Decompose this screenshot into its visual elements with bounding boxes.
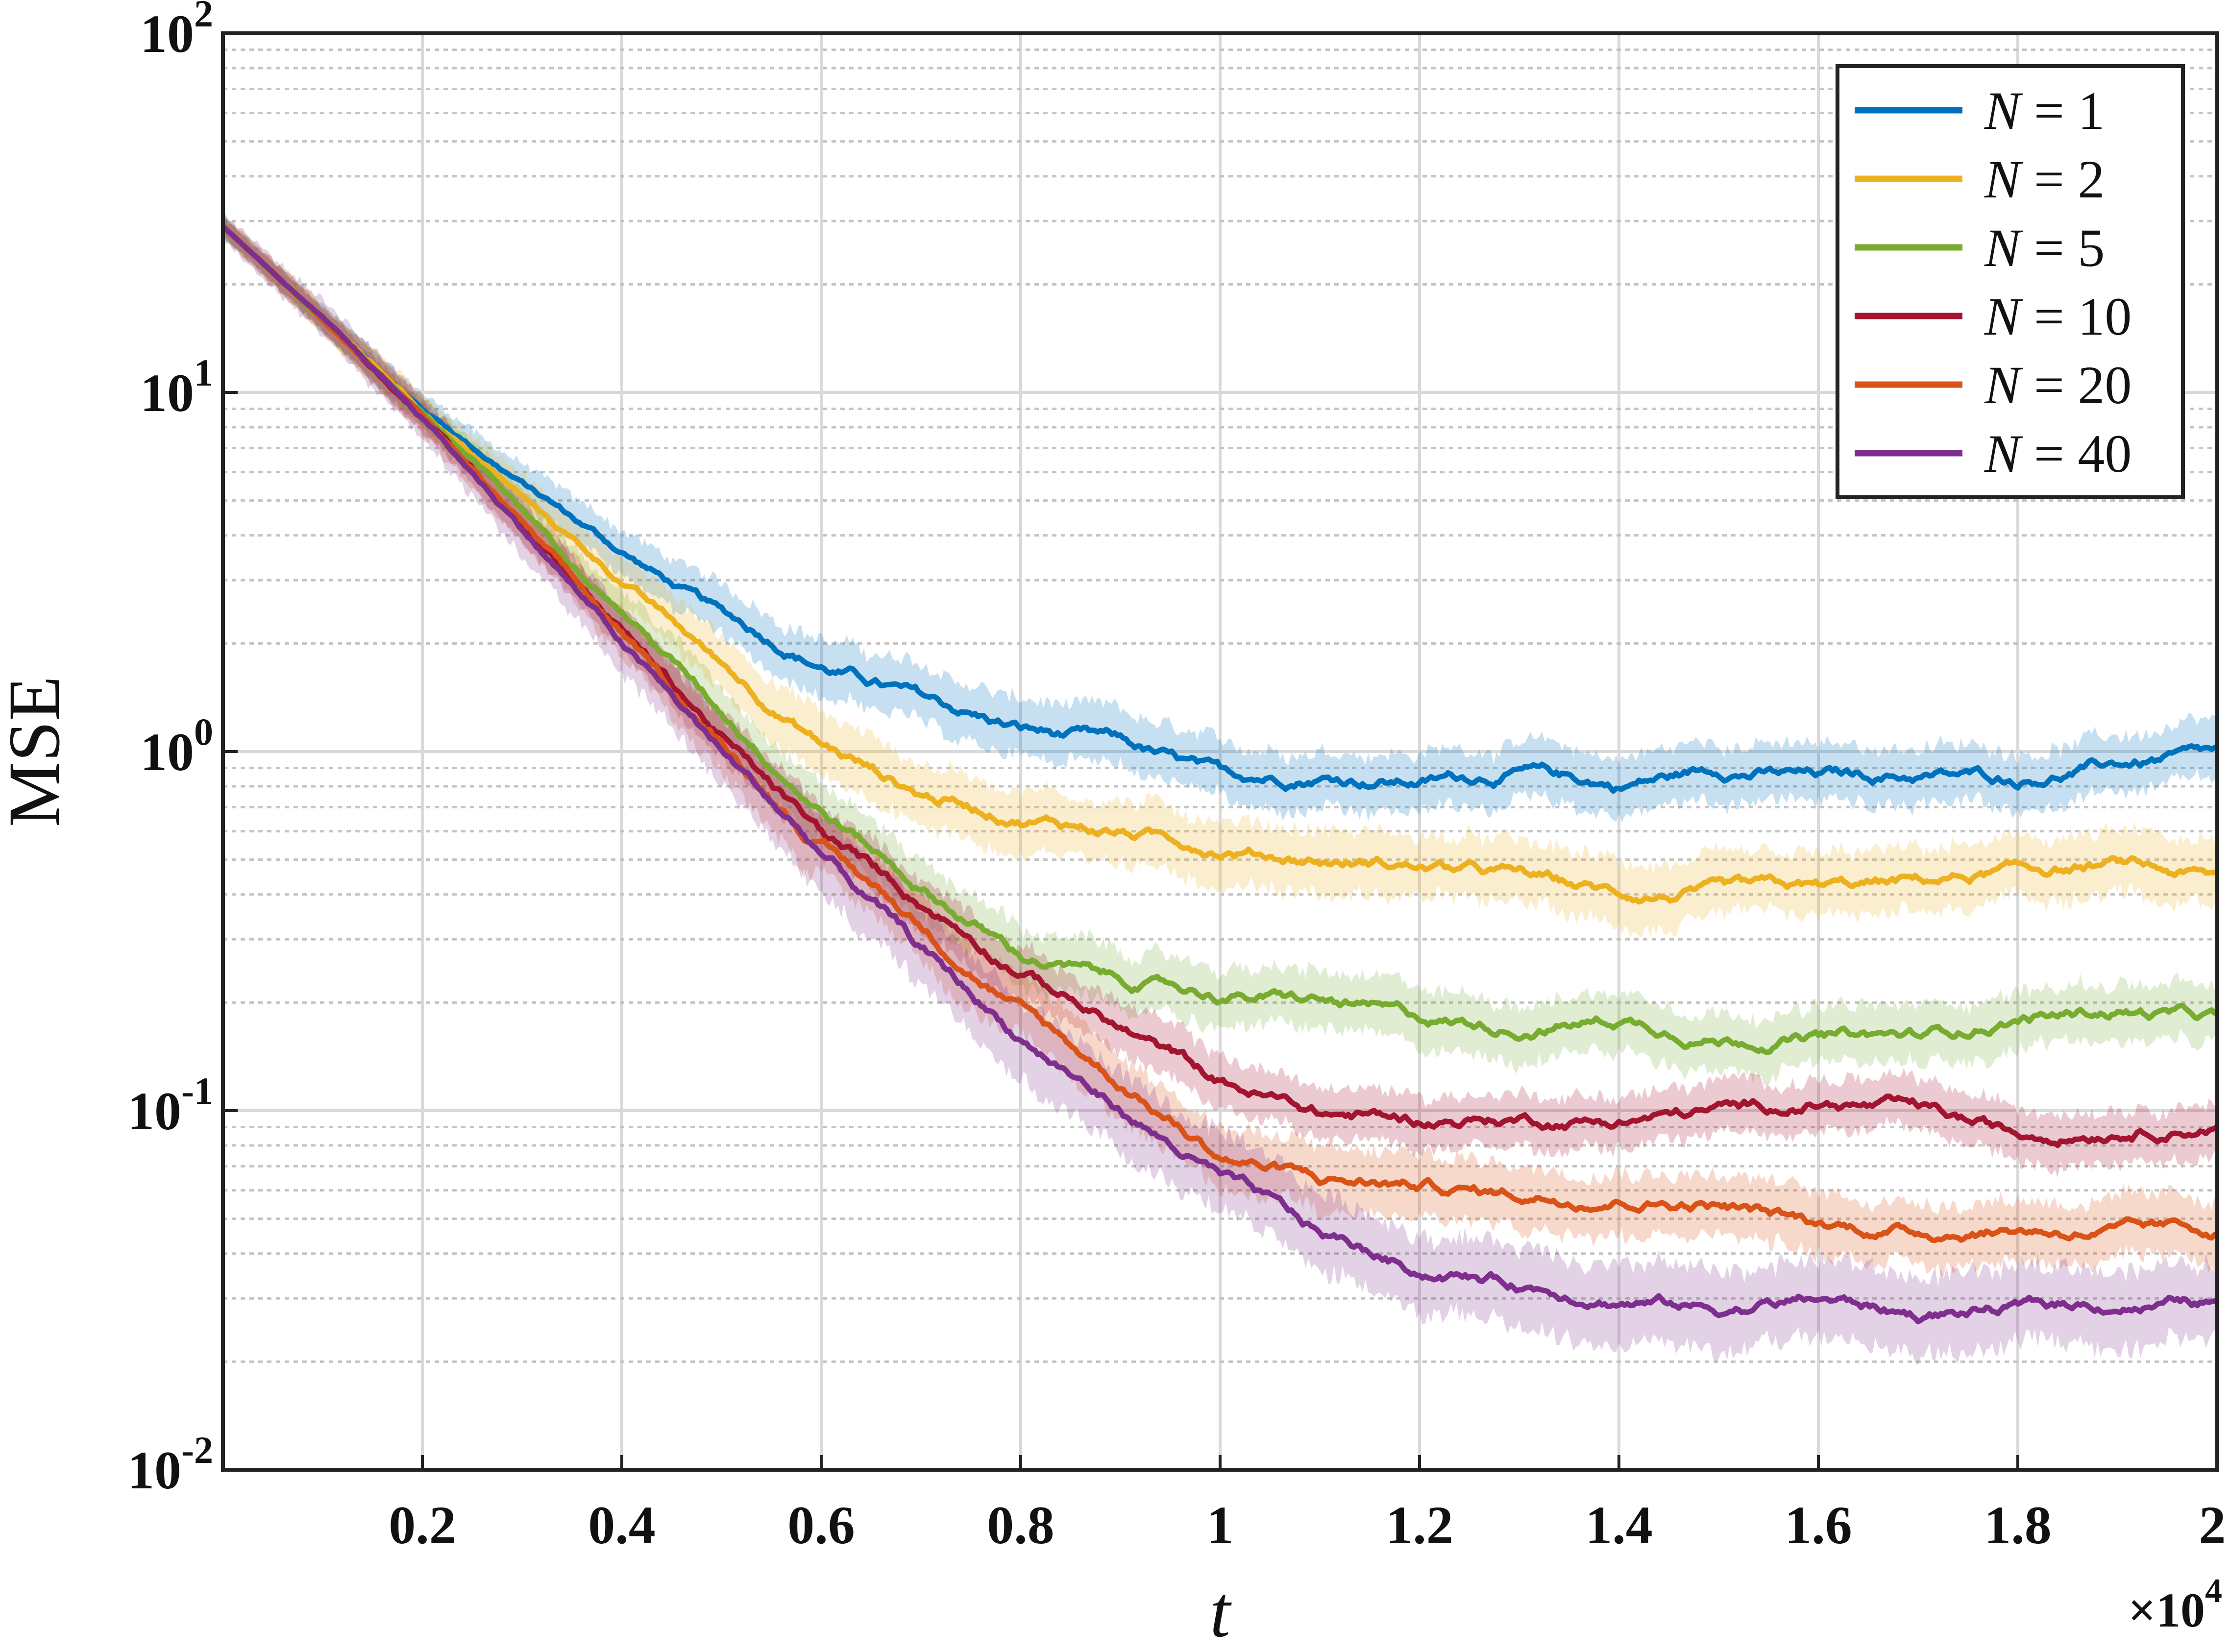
legend-label-variable: N: [1984, 355, 2034, 415]
legend-label: N = 40: [1984, 424, 2131, 484]
legend-item-series-6: N = 40: [1855, 424, 2131, 484]
x-tick-label: 0.8: [987, 1495, 1054, 1555]
y-tick-label: 101: [140, 351, 213, 423]
legend-label-variable: N: [1984, 287, 2034, 346]
y-tick-base: 10: [127, 1440, 181, 1500]
legend-label-variable: N: [1984, 149, 2034, 209]
y-tick-exponent: -2: [181, 1429, 213, 1471]
y-tick-label: 100: [140, 710, 213, 782]
line-series-4: [221, 224, 2219, 1148]
legend-item-series-5: N = 20: [1855, 355, 2131, 415]
legend: N = 1N = 2N = 5N = 10N = 20N = 40: [1836, 64, 2185, 499]
y-tick-label: 10-2: [127, 1429, 213, 1500]
y-tick-exponent: 0: [194, 710, 213, 753]
legend-item-series-1: N = 1: [1855, 81, 2105, 141]
y-tick-label: 102: [140, 0, 213, 64]
legend-item-series-3: N = 5: [1855, 218, 2105, 278]
legend-label: N = 10: [1984, 287, 2131, 346]
series-lines: [221, 224, 2219, 1325]
legend-label: N = 1: [1984, 81, 2105, 141]
x-axis-label: t: [1210, 1571, 1232, 1652]
x-axis-multiplier-exponent: 4: [2205, 1572, 2222, 1610]
line-series-1: [221, 224, 2219, 794]
y-tick-base: 10: [140, 4, 194, 64]
legend-label: N = 5: [1984, 218, 2105, 278]
legend-label-value: = 20: [2034, 355, 2132, 415]
x-tick-label: 0.2: [389, 1495, 456, 1555]
x-axis-multiplier-base: ×10: [2128, 1583, 2205, 1637]
band-series-3: [223, 218, 2217, 1086]
x-tick-label: 1.4: [1585, 1495, 1653, 1555]
y-axis-label: MSE: [0, 676, 75, 827]
legend-label-value: = 40: [2034, 424, 2132, 484]
x-tick-label: 0.4: [588, 1495, 656, 1555]
line-series-6: [221, 224, 2218, 1325]
y-tick-exponent: 1: [194, 351, 213, 394]
legend-box: [1836, 64, 2185, 499]
legend-label-variable: N: [1984, 424, 2034, 484]
x-tick-label: 1: [1207, 1495, 1234, 1555]
x-tick-label: 1.2: [1386, 1495, 1453, 1555]
line-series-3: [221, 224, 2219, 1055]
line-series-2: [221, 224, 2218, 905]
legend-label-value: = 10: [2034, 287, 2132, 346]
legend-label-value: = 5: [2034, 218, 2105, 278]
legend-label-value: = 2: [2034, 149, 2105, 209]
x-tick-label: 1.6: [1785, 1495, 1852, 1555]
legend-label-variable: N: [1984, 218, 2034, 278]
y-tick-exponent: 2: [194, 0, 213, 35]
x-axis-ticks: 0.2 0.4 0.6 0.8 1 1.2 1.4 1.6 1.8 2: [389, 1455, 2226, 1555]
y-tick-base: 10: [140, 363, 194, 423]
x-tick-label: 2: [2199, 1495, 2226, 1555]
legend-label-variable: N: [1984, 81, 2034, 141]
legend-label: N = 20: [1984, 355, 2131, 415]
legend-label-value: = 1: [2034, 81, 2105, 141]
y-tick-exponent: -1: [181, 1069, 213, 1112]
x-tick-label: 0.6: [787, 1495, 855, 1555]
y-tick-label: 10-1: [127, 1069, 213, 1141]
x-tick-label: 1.8: [1984, 1495, 2052, 1555]
legend-item-series-4: N = 10: [1855, 287, 2131, 346]
y-tick-base: 10: [140, 722, 194, 782]
band-series-6: [223, 213, 2217, 1365]
line-series-5: [221, 224, 2218, 1243]
x-axis-multiplier: ×104: [2128, 1572, 2222, 1637]
legend-label: N = 2: [1984, 149, 2105, 209]
y-tick-base: 10: [127, 1081, 181, 1141]
legend-item-series-2: N = 2: [1855, 149, 2105, 209]
